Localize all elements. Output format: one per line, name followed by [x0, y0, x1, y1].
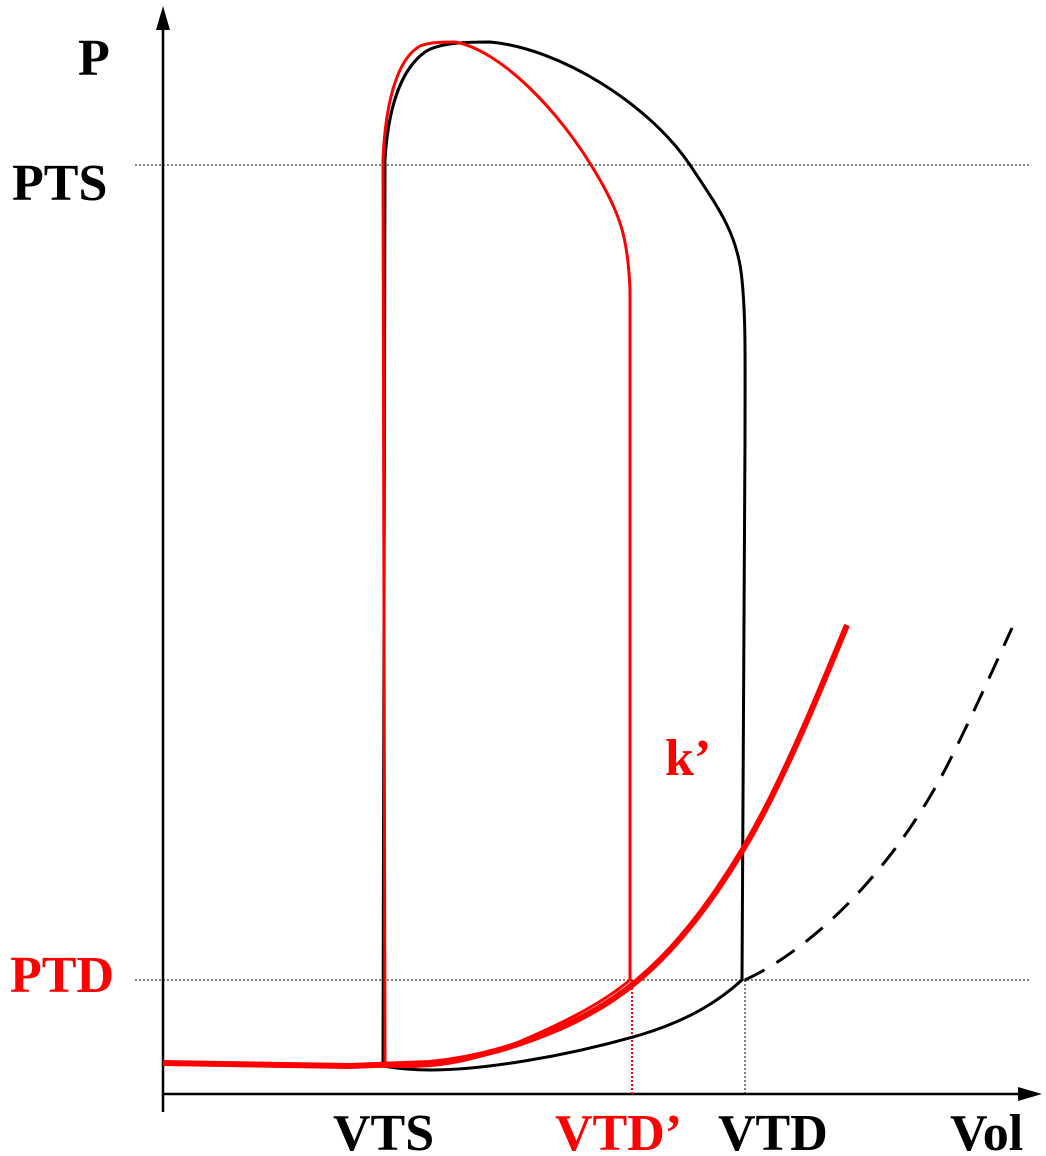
modified-compliance-curve	[162, 623, 850, 1070]
x-axis-label: Vol	[950, 1105, 1023, 1156]
vtd-prime-label: VTD’	[555, 1105, 682, 1156]
ptd-label: PTD	[10, 947, 114, 1004]
baseline-compliance-curve	[744, 627, 1014, 982]
y-axis-label: P	[78, 30, 110, 87]
modified-pv-loop	[381, 40, 632, 1068]
pts-label: PTS	[12, 155, 107, 212]
vtd-label: VTD	[718, 1105, 828, 1156]
k-prime-label: k’	[665, 730, 711, 787]
baseline-pv-loop	[381, 40, 747, 1072]
vts-label: VTS	[333, 1105, 434, 1156]
x-axis-arrowhead	[1018, 1087, 1042, 1101]
y-axis-arrowhead	[156, 6, 170, 30]
